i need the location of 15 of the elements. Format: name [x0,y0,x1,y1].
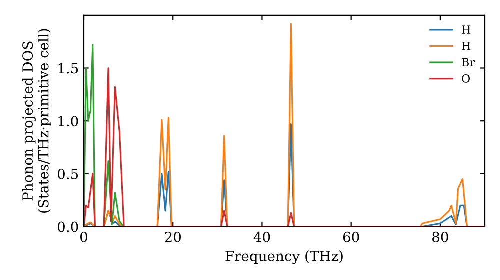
y-tick-label: 1.0 [58,116,78,127]
y-tick-label: 1.5 [58,63,78,74]
x-tick-label: 20 [165,232,182,242]
y-tick-label: 0.5 [58,168,78,180]
legend-label: O [462,74,470,83]
x-tick-label: 0 [80,232,88,242]
x-axis-title: Frequency (THz) [226,250,343,264]
y-axis-title: Phonon projected DOS (States/THz·primitive cell) [22,29,52,213]
legend-label: H [462,26,471,34]
x-tick-label: 60 [343,232,360,242]
legend-label: Br [462,58,475,66]
y-tick-label: 0.0 [58,222,78,232]
legend-label: H [462,42,471,50]
x-tick-label: 80 [432,232,448,242]
x-tick-label: 40 [254,232,270,242]
